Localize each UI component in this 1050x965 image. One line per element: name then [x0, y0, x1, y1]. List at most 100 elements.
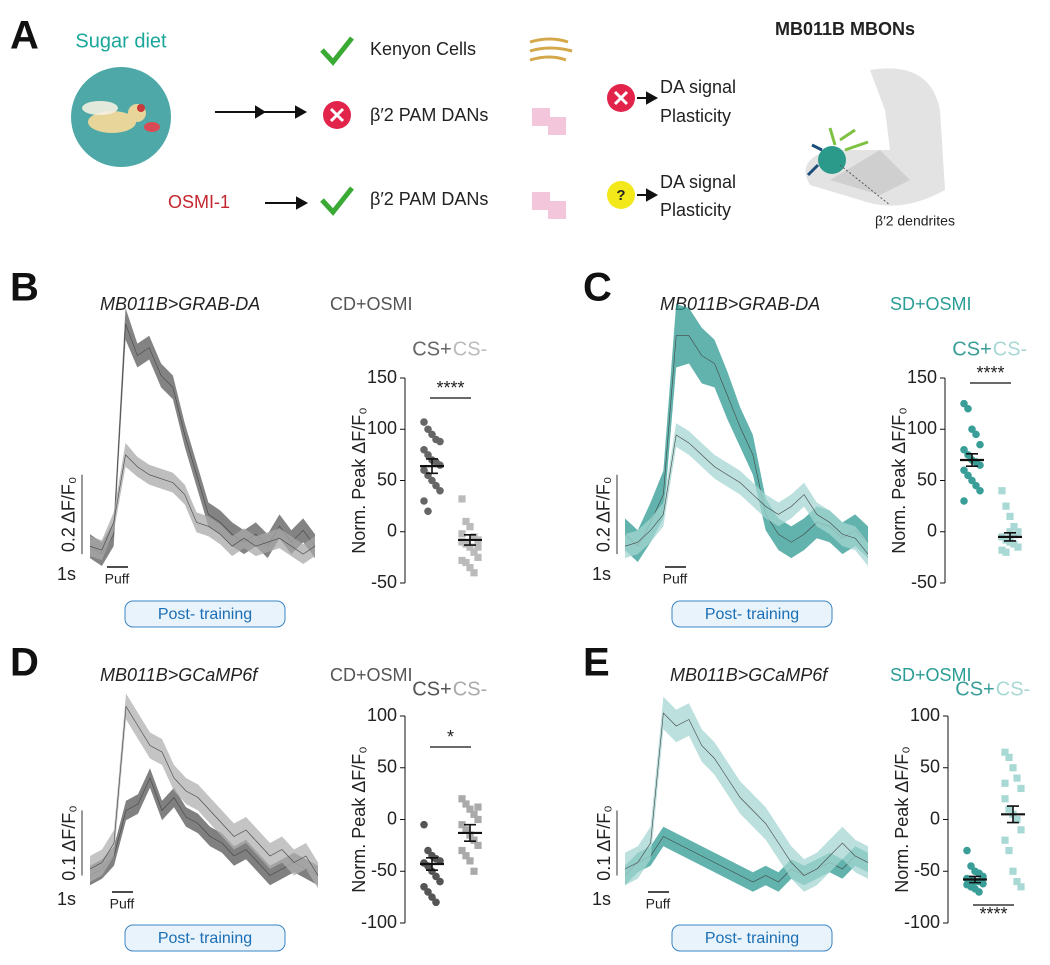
y-axis-label: Norm. Peak ΔF/F₀ — [889, 407, 909, 554]
trace-line — [624, 434, 869, 555]
y-tick-label: -100 — [361, 912, 397, 932]
y-tick-label: 100 — [907, 418, 937, 438]
stimulus-label: Puff — [110, 896, 135, 912]
sem-band — [625, 423, 868, 567]
y-tick-label: 100 — [910, 705, 940, 725]
data-point — [1005, 846, 1013, 855]
data-point — [968, 476, 976, 485]
data-point — [436, 877, 444, 886]
condition: CD+OSMI — [330, 665, 413, 685]
data-point — [420, 497, 428, 505]
sem-bar — [464, 823, 476, 843]
phase-box — [671, 924, 833, 952]
data-point — [998, 487, 1006, 495]
phase-label: Post- training — [705, 930, 799, 947]
stimulus-label: Puff — [646, 896, 671, 912]
data-point — [1009, 764, 1017, 772]
data-point — [424, 507, 432, 516]
outcome-label: Plasticity — [660, 200, 731, 220]
data-point — [976, 440, 984, 449]
data-point — [1010, 540, 1018, 548]
data-point — [424, 425, 432, 434]
data-point — [458, 538, 466, 546]
phase-label: Post- training — [158, 930, 252, 947]
data-point — [976, 486, 984, 495]
data-point — [458, 846, 466, 855]
question-icon — [607, 181, 635, 209]
data-point — [474, 841, 482, 849]
y-tick-label: 50 — [377, 757, 397, 777]
scale-bar-label: 0.2 ΔF/F₀ — [59, 477, 79, 553]
genotype: MB011B>GCaMP6f — [100, 665, 259, 685]
drug-label: OSMI-1 — [168, 192, 230, 212]
phase-label: Post- training — [705, 606, 799, 623]
data-point — [466, 857, 474, 865]
y-axis-label: Norm. Peak ΔF/F₀ — [349, 746, 369, 893]
data-point — [424, 451, 432, 459]
scale-bar-label: 0.1 ΔF/F₀ — [594, 805, 614, 881]
sem-bar — [1004, 531, 1016, 542]
y-tick-label: -100 — [904, 912, 940, 932]
genotype: MB011B>GCaMP6f — [670, 665, 829, 685]
data-point — [960, 399, 968, 408]
data-point — [1017, 784, 1025, 793]
fly-icon — [71, 67, 171, 167]
panel-label: B — [10, 266, 39, 310]
kc-icon — [529, 37, 573, 62]
data-point — [1005, 805, 1013, 813]
cross-icon — [323, 101, 351, 129]
data-point — [1002, 536, 1010, 544]
data-point — [1001, 836, 1009, 844]
trace-line — [89, 454, 316, 555]
data-point — [1006, 528, 1014, 536]
sem-bar — [969, 875, 981, 884]
data-point — [960, 466, 968, 475]
data-point — [470, 810, 478, 818]
scale-bar-label: 0.2 ΔF/F₀ — [594, 477, 614, 553]
sem-band — [90, 442, 315, 565]
data-point — [1006, 538, 1014, 546]
mb-drawing — [805, 68, 945, 206]
data-point — [420, 445, 428, 454]
y-tick-label: 100 — [367, 705, 397, 725]
dan-icon — [532, 108, 566, 219]
time-label: 1s — [592, 564, 611, 584]
data-point — [964, 451, 972, 459]
y-tick-label: -50 — [371, 572, 397, 592]
condition: CD+OSMI — [330, 294, 413, 314]
data-point — [972, 481, 980, 490]
y-tick-label: 0 — [387, 808, 397, 828]
data-point — [1010, 523, 1018, 531]
question-mark: ? — [616, 187, 625, 204]
data-point — [1006, 512, 1014, 520]
data-point — [466, 564, 474, 572]
data-point — [963, 846, 971, 855]
data-point — [1013, 878, 1021, 886]
data-point — [998, 546, 1006, 554]
data-point — [1014, 543, 1022, 551]
data-point — [474, 553, 482, 561]
y-tick-label: 150 — [907, 367, 937, 387]
legend-entry: CS- — [996, 678, 1030, 700]
data-point — [428, 893, 436, 901]
data-point — [432, 898, 440, 907]
data-point — [1013, 815, 1021, 824]
data-point — [960, 497, 968, 505]
genotype: MB011B>GRAB-DA — [660, 294, 820, 314]
data-point — [979, 879, 987, 888]
y-tick-label: 100 — [367, 418, 397, 438]
data-point — [466, 523, 474, 531]
row-label: β′2 PAM DANs — [370, 105, 488, 125]
phase-label: Post- training — [158, 606, 252, 623]
data-point — [1017, 883, 1025, 891]
data-point — [1017, 826, 1025, 834]
sem-bar — [1007, 805, 1019, 824]
data-point — [474, 543, 482, 551]
data-point — [964, 471, 972, 480]
data-point — [420, 466, 428, 475]
dendrite-label: β′2 dendrites — [875, 213, 955, 229]
data-point — [436, 437, 444, 446]
data-point — [462, 852, 470, 860]
y-tick-label: -50 — [911, 572, 937, 592]
y-tick-label: 50 — [917, 469, 937, 489]
